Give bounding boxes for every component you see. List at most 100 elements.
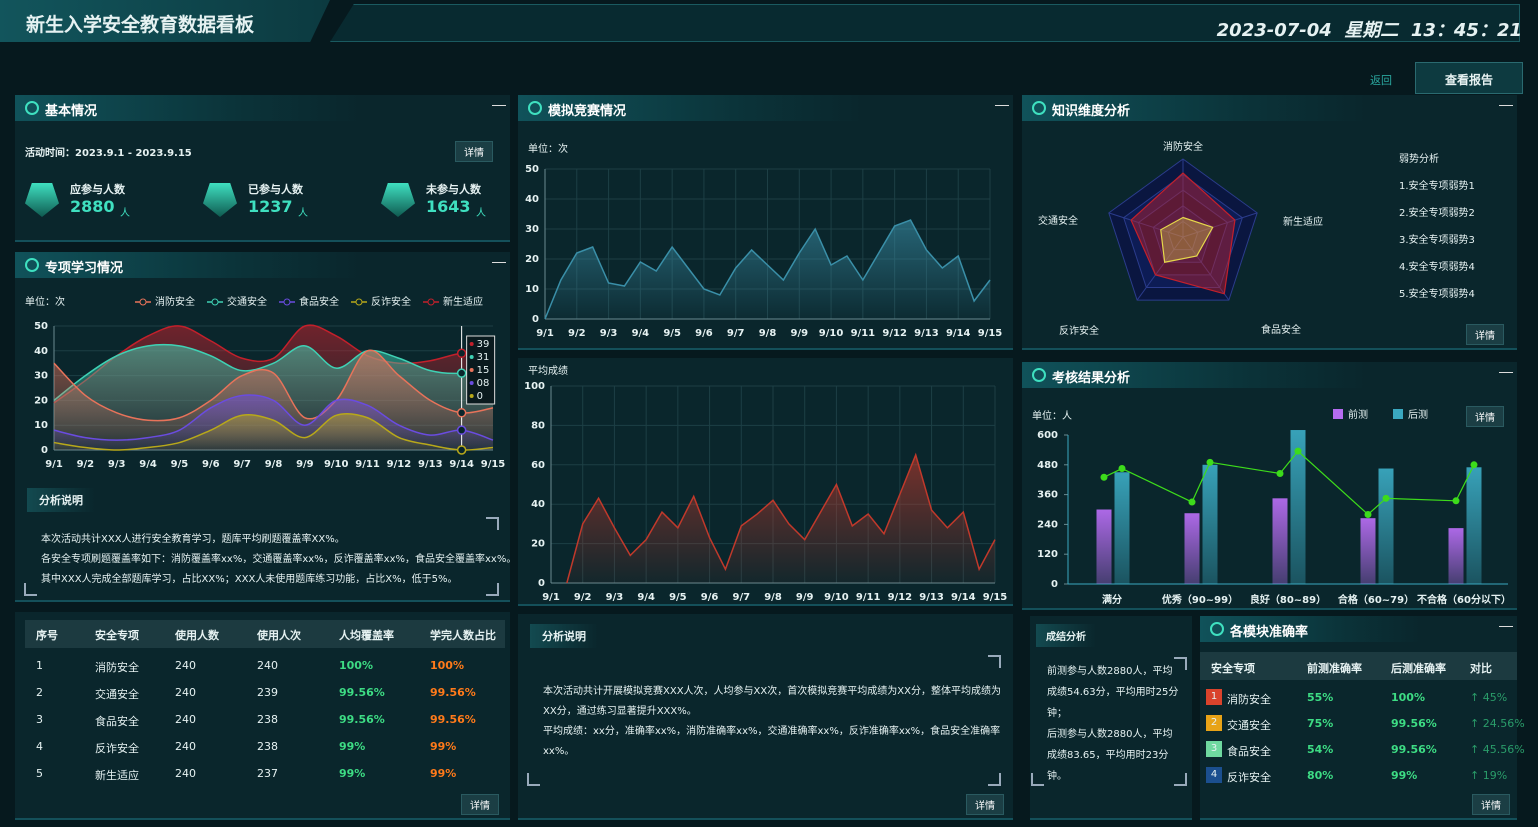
detail-button[interactable]: 详情	[1472, 794, 1510, 815]
stat-value: 1237	[248, 197, 293, 216]
table-cell: 消防安全	[95, 661, 139, 674]
report-button[interactable]: 查看报告	[1415, 62, 1523, 94]
table-header: 人均覆盖率	[339, 629, 394, 642]
stat-label: 未参与人数	[426, 183, 481, 196]
panel-title: 模拟竞赛情况	[518, 95, 1013, 121]
table-cell: 99.56%	[430, 713, 476, 726]
detail-button[interactable]: 详情	[461, 794, 499, 815]
table-cell: 80%	[1307, 769, 1334, 782]
rank-badge: 3	[1206, 741, 1222, 757]
contest-panel: 模拟竞赛情况	[518, 95, 1013, 350]
text-line: 2.安全专项弱势2	[1399, 208, 1475, 219]
stat-icon	[203, 183, 237, 217]
text-line: 4.安全专项弱势4	[1399, 262, 1475, 273]
weak-title: 弱势分析	[1399, 154, 1439, 165]
rank-badge: 4	[1206, 767, 1222, 783]
table-cell: ↑ 24.56%	[1470, 717, 1525, 730]
table-cell: 239	[257, 686, 278, 699]
text-line: 各安全专项刷题覆盖率如下：消防覆盖率xx%，交通覆盖率xx%，反诈覆盖率xx%，…	[41, 554, 517, 565]
text-line: 其中XXX人完成全部题库学习，占比XX%；XXX人未使用题库练习功能，占比X%，…	[41, 574, 458, 585]
table-cell: 100%	[430, 659, 464, 672]
score-panel	[518, 358, 1013, 606]
stat-label: 已参与人数	[248, 183, 303, 196]
basic-panel: 基本情况 活动时间：2023.9.1 - 2023.9.15 详情 应参与人数 2…	[15, 95, 510, 242]
table-cell: 2	[36, 686, 43, 699]
table-cell: 食品安全	[1227, 745, 1271, 758]
table-cell: 交通安全	[95, 688, 139, 701]
rank-badge: 2	[1206, 715, 1222, 731]
table-cell: ↑ 45.56%	[1470, 743, 1525, 756]
table-cell: 240	[175, 659, 196, 672]
table-cell: 99.56%	[339, 713, 385, 726]
table-cell: 99%	[339, 767, 366, 780]
datetime: 2023-07-04 星期二 13：45：21	[1216, 20, 1522, 41]
text-line: XX分，通过练习显著提升XXX%。	[543, 706, 697, 717]
table-cell: 99.56%	[339, 686, 385, 699]
text-line: 平均成绩：xx分，准确率xx%，消防准确率xx%，交通准确率xx%，反诈准确率x…	[543, 726, 1001, 737]
detail-button[interactable]: 详情	[1466, 406, 1504, 427]
table-cell: ↑ 45%	[1470, 691, 1508, 704]
table-header: 学完人数占比	[430, 629, 496, 642]
table-header: 前测准确率	[1307, 662, 1362, 675]
panel-title: 知识维度分析	[1022, 95, 1517, 121]
table-header: 使用人次	[257, 629, 301, 642]
summary-panel: 成结分析 前测参与人数2880人，平均 成绩54.63分，平均用时25分 钟； 后测参…	[1030, 616, 1192, 820]
period: 活动时间：2023.9.1 - 2023.9.15	[25, 148, 192, 159]
table-header: 安全专项	[1211, 662, 1255, 675]
stat-icon	[381, 183, 415, 217]
table-cell: 99%	[1391, 769, 1418, 782]
stat-unit: 人	[120, 208, 130, 219]
exam-panel: 考核结果分析 详情	[1022, 362, 1517, 610]
table-header: 使用人数	[175, 629, 219, 642]
text-line: 成绩83.65，平均用时23分	[1047, 750, 1169, 761]
text-line: xx%。	[543, 746, 575, 757]
panel-title: 各模块准确率	[1200, 616, 1517, 642]
table-cell: 新生适应	[95, 769, 139, 782]
back-link[interactable]: 返回	[1370, 74, 1392, 87]
table-cell: 99%	[430, 767, 457, 780]
analysis-title: 分析说明	[530, 624, 598, 648]
table-cell: 55%	[1307, 691, 1334, 704]
summary-title: 成结分析	[1036, 624, 1096, 647]
table-cell: 99%	[430, 740, 457, 753]
table-header: 序号	[36, 629, 58, 642]
table-cell: ↑ 19%	[1470, 769, 1508, 782]
table-cell: 75%	[1307, 717, 1334, 730]
table-cell: 交通安全	[1227, 719, 1271, 732]
table-cell: 消防安全	[1227, 693, 1271, 706]
detail-button[interactable]: 详情	[966, 794, 1004, 815]
detail-button[interactable]: 详情	[1466, 324, 1504, 345]
text-line: 本次活动共计XXX人进行安全教育学习，题库平均刷题覆盖率XX%。	[41, 534, 345, 545]
text-line: 成绩54.63分，平均用时25分	[1047, 687, 1179, 698]
text-line: 1.安全专项弱势1	[1399, 181, 1475, 192]
text-line: 5.安全专项弱势4	[1399, 289, 1475, 300]
table-cell: 238	[257, 713, 278, 726]
rank-badge: 1	[1206, 689, 1222, 705]
header-bar	[330, 4, 1520, 42]
detail-button[interactable]: 详情	[455, 141, 493, 162]
table-cell: 1	[36, 659, 43, 672]
text-line: 钟；	[1047, 708, 1067, 719]
table-cell: 反诈安全	[1227, 771, 1271, 784]
table-cell: 反诈安全	[95, 742, 139, 755]
table-cell: 5	[36, 767, 43, 780]
table-cell: 240	[175, 740, 196, 753]
table-cell: 4	[36, 740, 43, 753]
table-cell: 100%	[339, 659, 373, 672]
table-header: 对比	[1470, 662, 1492, 675]
title-box	[0, 0, 330, 42]
panel-title: 考核结果分析	[1022, 362, 1517, 388]
table-cell: 54%	[1307, 743, 1334, 756]
text-line: 本次活动共计开展模拟竞赛XXX人次，人均参与XX次，首次模拟竞赛平均成绩为XX分…	[543, 686, 1001, 697]
stat-label: 应参与人数	[70, 183, 125, 196]
table-cell: 99%	[339, 740, 366, 753]
table-header: 后测准确率	[1391, 662, 1446, 675]
table-cell: 99.56%	[1391, 717, 1437, 730]
analysis-title: 分析说明	[27, 488, 95, 512]
panel-title: 专项学习情况	[15, 252, 510, 278]
table-cell: 99.56%	[430, 686, 476, 699]
stat-unit: 人	[476, 208, 486, 219]
table-cell: 240	[175, 767, 196, 780]
knowledge-panel: 知识维度分析 弱势分析 1.安全专项弱势1 2.安全专项弱势2 3.安全专项弱势3 4…	[1022, 95, 1517, 350]
